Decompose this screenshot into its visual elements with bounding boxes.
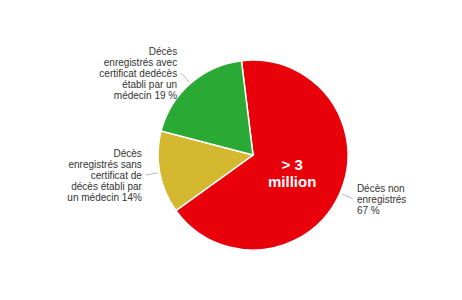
svg-text:Décèsenregistrés sanscertifica: Décèsenregistrés sanscertificat dedécès … <box>67 148 142 203</box>
svg-text:> 3million: > 3million <box>268 155 316 189</box>
svg-text:Décèsenregistrés aveccertifica: Décèsenregistrés aveccertificat dedécèsé… <box>99 45 177 100</box>
svg-text:Décès nonenregistrés67 %: Décès nonenregistrés67 % <box>357 182 406 215</box>
